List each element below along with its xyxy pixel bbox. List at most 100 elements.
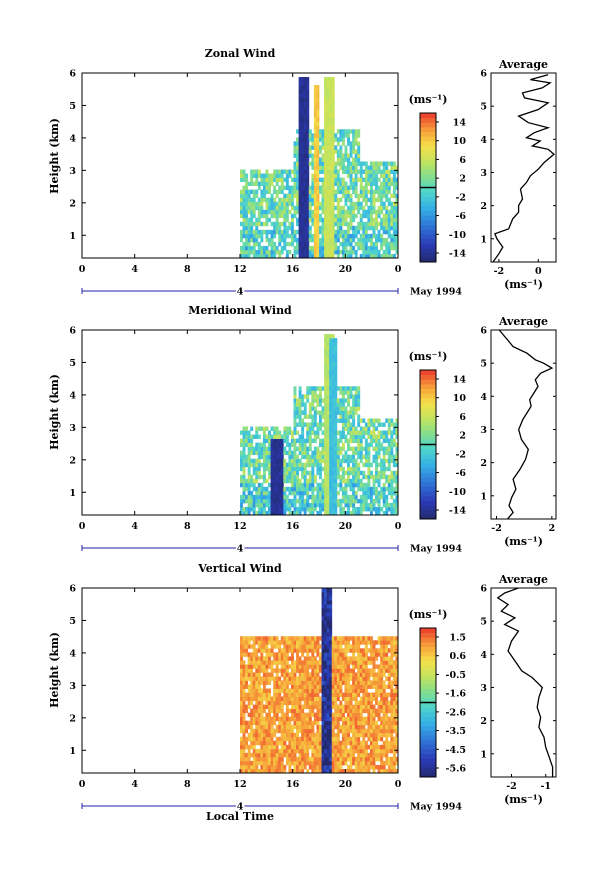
heatmap-cell: [344, 454, 348, 460]
heatmap-cell: [268, 498, 271, 504]
heatmap-cell: [262, 716, 266, 722]
heatmap-cell: [252, 229, 256, 235]
heatmap-cell: [367, 700, 371, 706]
heatmap-cell: [298, 173, 302, 178]
heatmap-cell: [382, 185, 386, 191]
colorbar-swatch: [420, 383, 436, 390]
colorbar-swatch: [420, 201, 436, 207]
heatmap-cell: [262, 684, 266, 689]
colorbar-tick-label: -6: [455, 468, 466, 479]
heatmap-cell: [313, 93, 317, 98]
heatmap-cell: [285, 724, 289, 730]
heatmap-cell: [273, 241, 277, 247]
colorbar-tick-label: -2: [455, 449, 466, 460]
average-title: Average: [498, 315, 548, 328]
heatmap-cell: [308, 688, 312, 693]
heatmap-cell: [283, 712, 287, 718]
heatmap-cell: [362, 205, 366, 211]
heatmap-cell: [301, 249, 305, 255]
heatmap-cell: [357, 482, 361, 488]
heatmap-cell: [334, 241, 338, 247]
heatmap-cell: [336, 205, 340, 211]
heatmap-cell: [270, 502, 274, 508]
heatmap-cell: [296, 652, 300, 657]
heatmap-cell: [359, 732, 363, 738]
heatmap-cell: [352, 732, 356, 738]
heatmap-cell: [390, 177, 394, 182]
heatmap-cell: [372, 720, 376, 726]
heatmap-cell: [247, 221, 251, 227]
heatmap-cell: [257, 672, 261, 677]
heatmap-cell: [247, 181, 251, 187]
heatmap-cell: [308, 728, 312, 734]
heatmap-cell: [265, 672, 269, 677]
heatmap-cell: [329, 692, 333, 697]
heatmap-cell: [329, 81, 333, 86]
heatmap-cell: [268, 732, 271, 738]
heatmap-cell: [242, 704, 246, 710]
heatmap-cell: [331, 193, 335, 199]
colorbar-tick-label: 6: [459, 155, 466, 166]
heatmap-cell: [290, 716, 294, 722]
colorbar-swatch: [420, 192, 436, 198]
heatmap-cell: [336, 696, 340, 702]
heatmap-cell: [262, 696, 266, 702]
heatmap-cell: [387, 482, 391, 488]
heatmap-cell: [313, 121, 317, 126]
heatmap-cell: [265, 648, 269, 653]
heatmap-cell: [364, 165, 368, 170]
heatmap-cell: [336, 157, 340, 162]
heatmap-cell: [339, 700, 343, 706]
heatmap-cell: [326, 664, 330, 669]
heatmap-cell: [349, 217, 353, 223]
heatmap-cell: [247, 644, 251, 649]
heatmap-cell: [242, 716, 246, 722]
heatmap-cell: [250, 237, 254, 243]
heatmap-cell: [308, 474, 312, 480]
heatmap-cell: [321, 720, 325, 726]
heatmap-cell: [242, 173, 246, 178]
heatmap-cell: [341, 668, 345, 673]
heatmap-cell: [313, 664, 317, 669]
heatmap-cell: [242, 652, 246, 657]
heatmap-cell: [257, 688, 261, 693]
heatmap-cell: [290, 470, 294, 476]
heatmap-cell: [298, 684, 302, 689]
heatmap-cell: [240, 640, 243, 645]
heatmap-cell: [262, 752, 266, 758]
heatmap-cell: [336, 756, 340, 762]
heatmap-cell: [331, 117, 335, 122]
heatmap-cell: [301, 89, 305, 94]
heatmap-cell: [290, 660, 294, 665]
heatmap-cell: [270, 510, 274, 516]
heatmap-cell: [265, 700, 269, 706]
heatmap-cell: [278, 209, 282, 215]
heatmap-cell: [367, 221, 371, 227]
colorbar-swatch: [420, 182, 436, 188]
heatmap-cell: [380, 225, 384, 231]
heatmap-cell: [329, 165, 333, 170]
heatmap-cell: [273, 506, 277, 512]
heatmap-cell: [247, 434, 251, 439]
heatmap-cell: [352, 676, 356, 681]
heatmap-cell: [329, 378, 333, 383]
heatmap-cell: [357, 402, 361, 407]
heatmap-cell: [303, 506, 307, 512]
heatmap-cell: [329, 672, 333, 677]
heatmap-cell: [316, 640, 320, 645]
heatmap-cell: [347, 764, 350, 770]
heatmap-cell: [395, 482, 399, 488]
heatmap-cell: [336, 225, 340, 231]
heatmap-cell: [280, 470, 284, 476]
heatmap-cell: [321, 588, 325, 593]
heatmap-cell: [298, 502, 302, 508]
average-frame: [490, 329, 557, 520]
heatmap-cell: [262, 197, 266, 203]
heatmap-cell: [301, 652, 305, 657]
heatmap-cell: [329, 338, 333, 343]
heatmap-cell: [301, 434, 305, 439]
heatmap-cell: [321, 608, 325, 613]
heatmap-cell: [285, 213, 289, 219]
heatmap-cell: [382, 648, 386, 653]
heatmap-cell: [387, 442, 391, 448]
